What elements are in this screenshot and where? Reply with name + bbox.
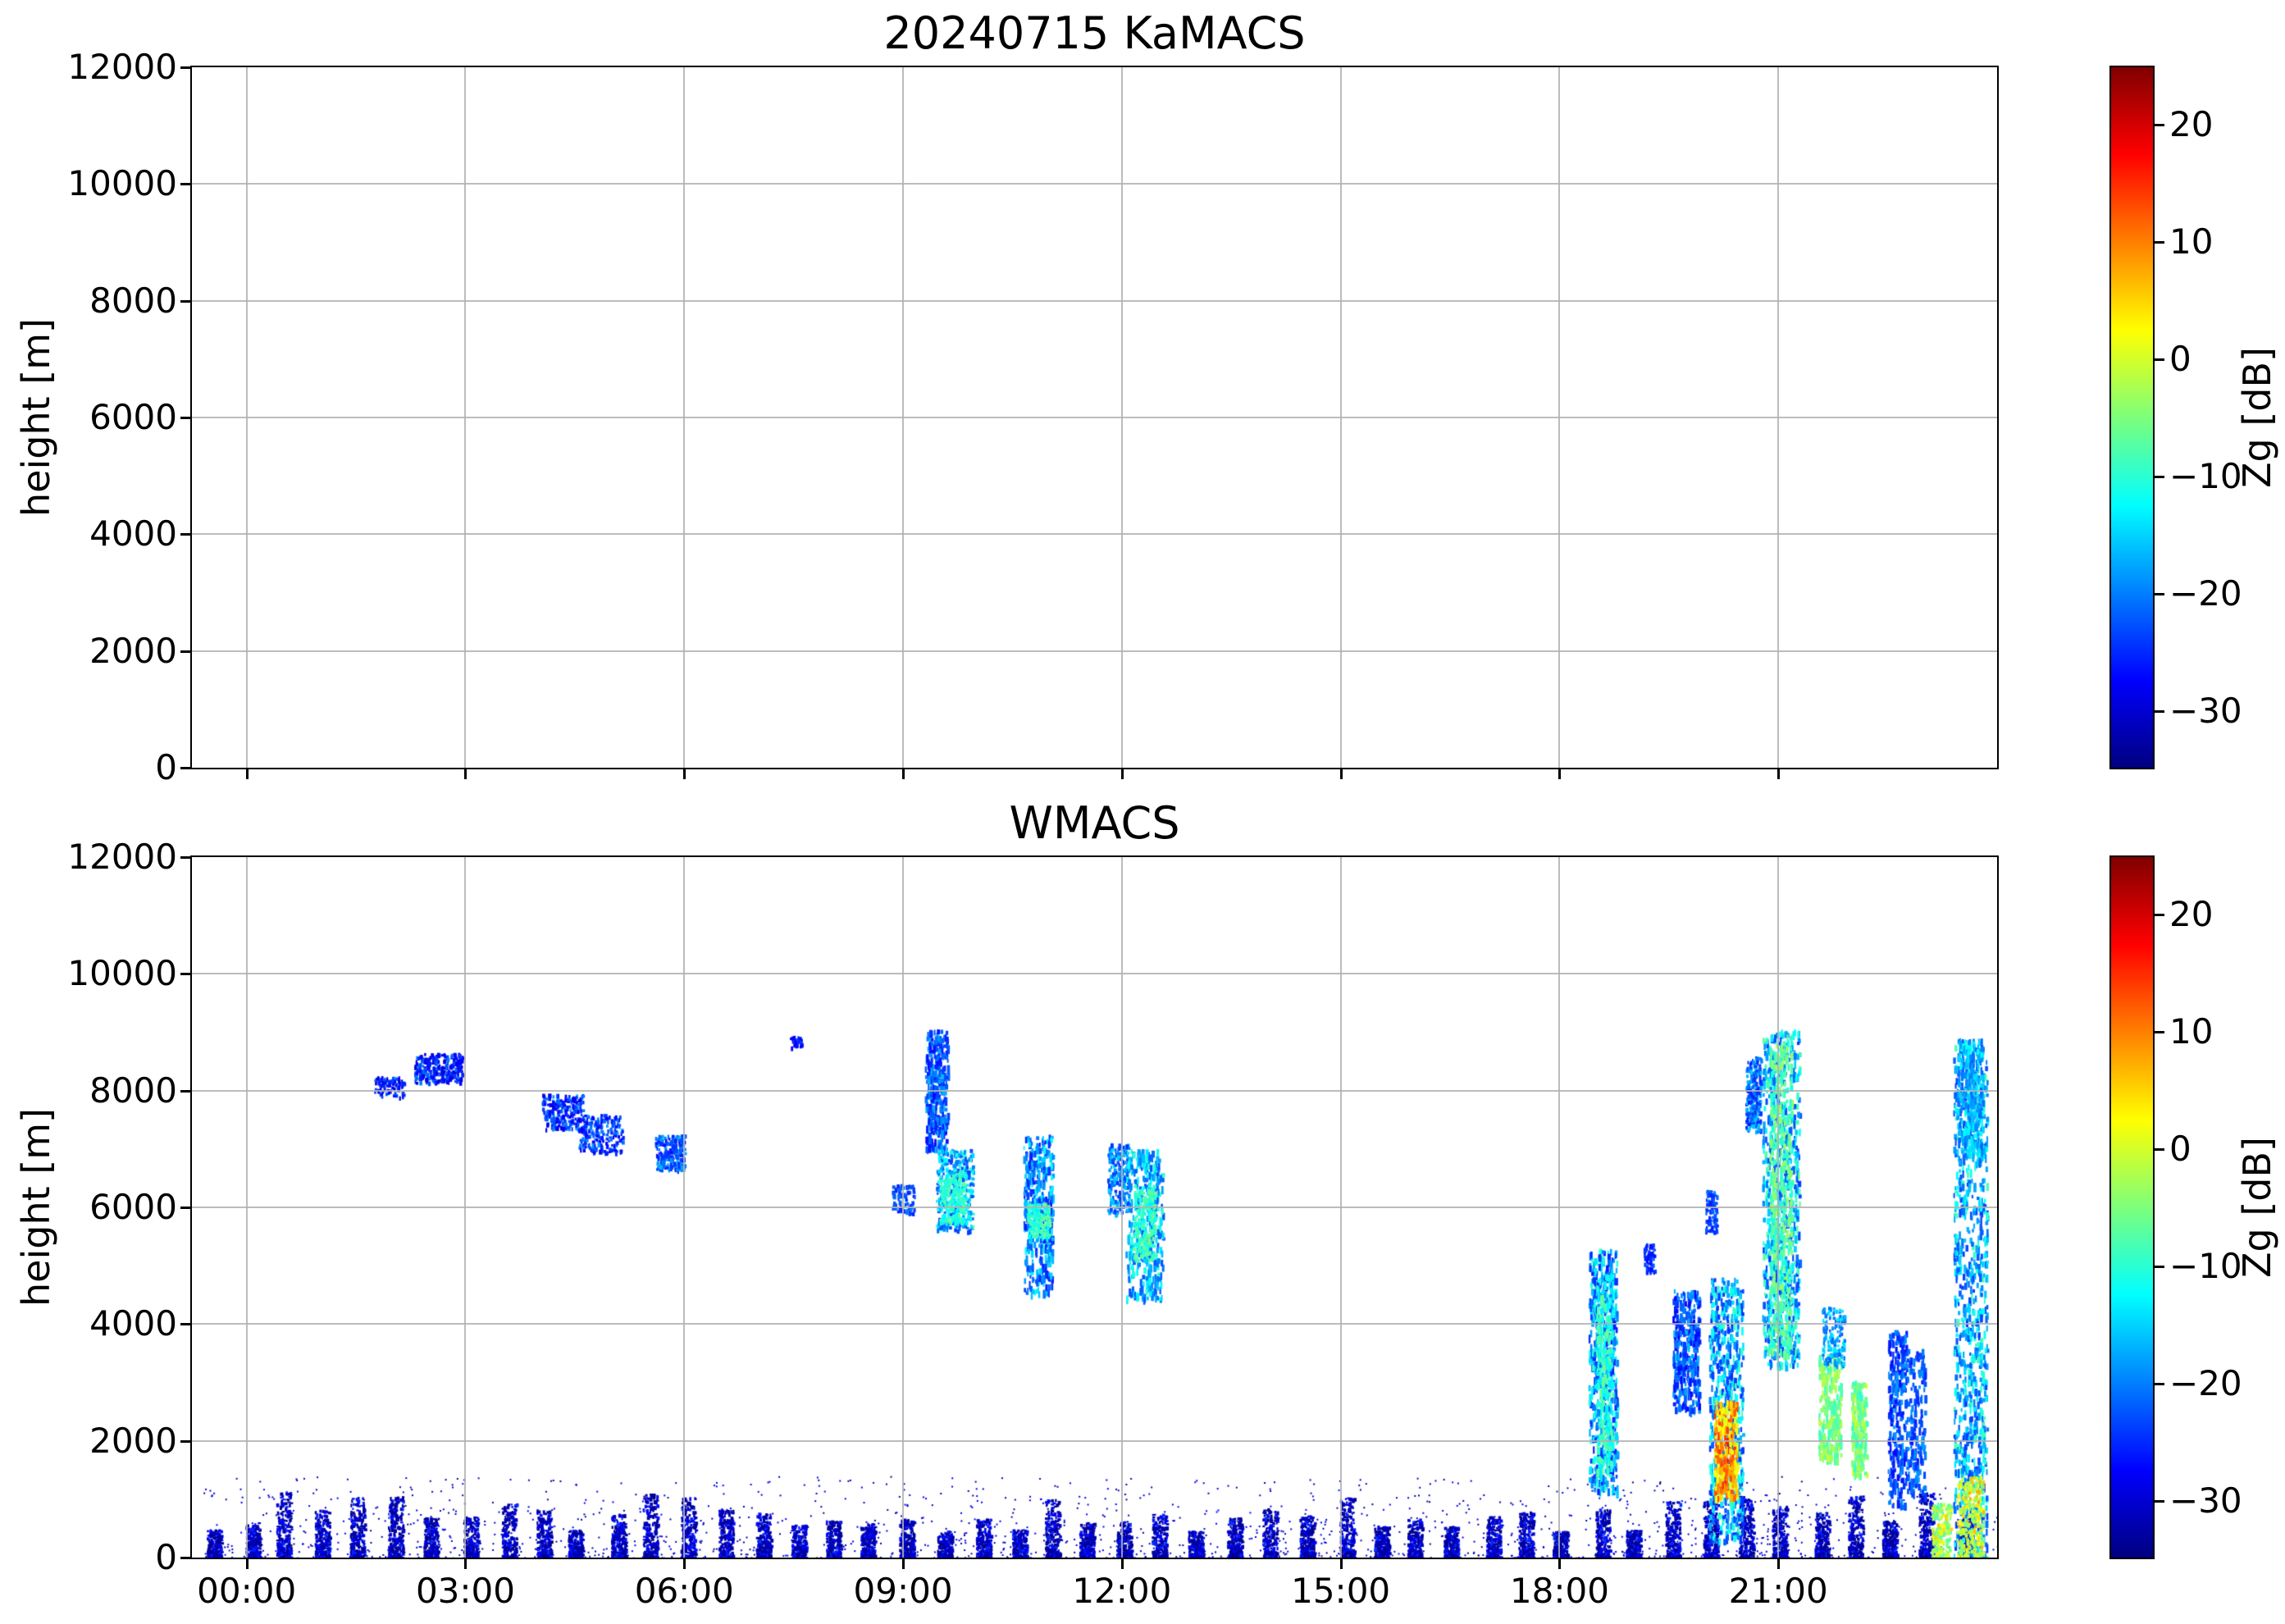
y-tick-mark [180,767,190,769]
y-tick-mark [180,183,190,186]
colorbar-tick-mark [2155,592,2164,595]
gridline-horizontal [192,533,1997,536]
colorbar-tick-label: −30 [2169,1480,2242,1521]
colorbar-tick-mark [2155,240,2164,244]
colorbar-tick-label: 10 [2169,1010,2214,1051]
colorbar-tick-mark [2155,475,2164,478]
colorbar-tick-mark [2155,1030,2164,1033]
colorbar-tick-label: −20 [2169,1362,2242,1403]
y-tick-label: 12000 [67,837,177,877]
y-tick-mark [180,299,190,303]
colorbar-tick-label: 10 [2169,221,2214,262]
x-tick-mark [245,769,249,779]
colorbar-tick-mark [2155,709,2164,713]
colorbar-tick-label: −30 [2169,690,2242,731]
wmacs-plot-area [190,855,1999,1559]
colorbar-tick-label: 0 [2169,1128,2192,1169]
kamacs-plot-area [190,66,1999,769]
y-tick-label: 0 [155,1537,177,1577]
colorbar-tick-label: −10 [2169,1245,2242,1286]
y-tick-mark [180,533,190,536]
y-tick-label: 8000 [89,280,177,321]
colorbar-tick-label: −10 [2169,455,2242,496]
x-tick-label: 12:00 [1072,1571,1172,1611]
x-tick-label: 15:00 [1291,1571,1391,1611]
y-tick-label: 0 [155,747,177,787]
wmacs-colorbar [2109,855,2155,1559]
y-tick-mark [180,1089,190,1093]
colorbar-tick-label: 20 [2169,893,2214,934]
colorbar-tick-label: 0 [2169,338,2192,379]
x-tick-mark [902,769,905,779]
colorbar-tick-mark [2155,913,2164,916]
gridline-horizontal [192,1439,1997,1442]
gridline-horizontal [192,1089,1997,1092]
x-tick-mark [245,1559,249,1569]
y-tick-label: 4000 [89,1303,177,1344]
y-tick-mark [180,417,190,419]
x-tick-label: 00:00 [197,1571,297,1611]
colorbar-tick-mark [2155,1147,2164,1151]
y-tick-mark [180,66,190,69]
x-tick-mark [683,769,686,779]
gridline-horizontal [192,1207,1997,1208]
y-tick-label: 10000 [67,953,177,994]
x-tick-mark [464,1559,467,1569]
gridline-horizontal [192,1323,1997,1325]
y-tick-mark [180,1557,190,1559]
y-tick-mark [180,650,190,653]
y-tick-label: 12000 [67,47,177,87]
gridline-horizontal [192,973,1997,975]
colorbar-tick-mark [2155,123,2164,126]
y-tick-mark [180,1323,190,1326]
y-tick-label: 6000 [89,1187,177,1227]
gridline-horizontal [192,183,1997,185]
wmacs-panel-title: WMACS [1009,797,1180,849]
y-tick-label: 2000 [89,630,177,671]
x-tick-mark [1777,769,1781,779]
y-tick-mark [180,1207,190,1209]
colorbar-tick-mark [2155,358,2164,361]
kamacs-colorbar [2109,66,2155,769]
x-tick-label: 09:00 [853,1571,953,1611]
gridline-horizontal [192,417,1997,418]
x-tick-label: 18:00 [1509,1571,1609,1611]
x-tick-mark [1777,1559,1781,1569]
x-tick-label: 06:00 [634,1571,734,1611]
x-tick-mark [1558,769,1562,779]
x-tick-mark [1558,1559,1562,1569]
y-tick-mark [180,973,190,976]
x-tick-mark [464,769,467,779]
y-tick-mark [180,1439,190,1443]
y-tick-label: 2000 [89,1420,177,1461]
colorbar-tick-label: −20 [2169,573,2242,614]
y-tick-label: 4000 [89,513,177,554]
colorbar-tick-mark [2155,1499,2164,1503]
gridline-horizontal [192,299,1997,302]
y-tick-mark [180,856,190,859]
y-tick-label: 8000 [89,1070,177,1111]
y-tick-label: 10000 [67,163,177,204]
x-tick-mark [1339,1559,1343,1569]
colorbar-tick-mark [2155,1265,2164,1268]
y-tick-label: 6000 [89,397,177,437]
x-tick-mark [1120,1559,1124,1569]
x-tick-mark [683,1559,686,1569]
x-tick-mark [1339,769,1343,779]
colorbar-tick-mark [2155,1382,2164,1385]
x-tick-label: 03:00 [415,1571,516,1611]
colorbar-tick-label: 20 [2169,103,2214,144]
gridline-horizontal [192,650,1997,652]
x-tick-label: 21:00 [1728,1571,1828,1611]
x-tick-mark [1120,769,1124,779]
kamacs-panel-title: 20240715 KaMACS [883,7,1306,59]
x-tick-mark [902,1559,905,1569]
